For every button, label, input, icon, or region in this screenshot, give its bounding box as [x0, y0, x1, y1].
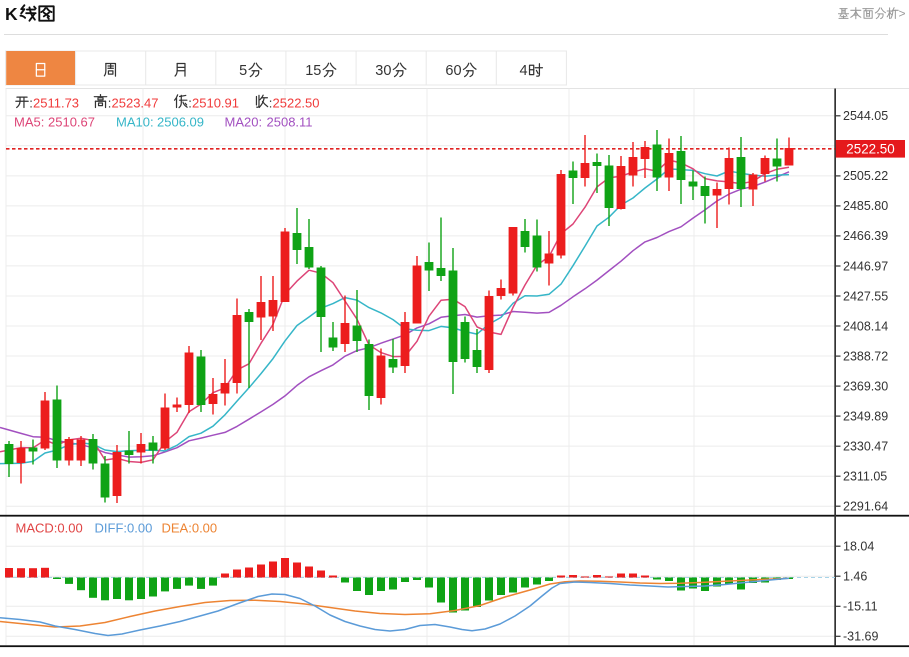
svg-text:2510.91: 2510.91 [192, 95, 239, 110]
svg-text:-15.11: -15.11 [843, 600, 878, 614]
svg-text:2408.14: 2408.14 [843, 319, 888, 333]
svg-text:2369.30: 2369.30 [843, 379, 888, 393]
svg-text:2466.39: 2466.39 [843, 229, 888, 243]
svg-text:5: 5 [239, 63, 247, 79]
svg-text:2485.80: 2485.80 [843, 199, 888, 213]
svg-text:1.46: 1.46 [843, 570, 867, 584]
svg-text::: : [269, 95, 273, 110]
svg-text:MA10: 2506.09: MA10: 2506.09 [116, 114, 204, 129]
svg-text:MA20: 2508.11: MA20: 2508.11 [225, 114, 313, 129]
svg-text:30: 30 [375, 63, 391, 79]
svg-text:K: K [5, 4, 18, 24]
svg-text:>: > [899, 7, 906, 21]
svg-text:2523.47: 2523.47 [112, 95, 159, 110]
svg-text:2349.89: 2349.89 [843, 409, 888, 423]
svg-text:DIFF:0.00: DIFF:0.00 [95, 521, 153, 536]
svg-text:DEA:0.00: DEA:0.00 [162, 521, 218, 536]
svg-text:2311.05: 2311.05 [843, 470, 887, 484]
svg-text:2505.22: 2505.22 [843, 169, 888, 183]
svg-text:4: 4 [520, 63, 528, 79]
svg-text:2522.50: 2522.50 [846, 141, 894, 156]
svg-text::: : [29, 95, 33, 110]
svg-text:2427.55: 2427.55 [843, 289, 888, 303]
svg-text:2544.05: 2544.05 [843, 109, 888, 123]
svg-text:2446.97: 2446.97 [843, 259, 888, 273]
svg-text::: : [108, 95, 112, 110]
svg-text:MA5: 2510.67: MA5: 2510.67 [14, 114, 95, 129]
svg-text:60: 60 [445, 63, 461, 79]
svg-text::: : [188, 95, 192, 110]
svg-text:2330.47: 2330.47 [843, 440, 888, 454]
svg-text:2388.72: 2388.72 [843, 349, 888, 363]
svg-text:2511.73: 2511.73 [33, 95, 79, 110]
svg-text:18.04: 18.04 [843, 540, 874, 554]
svg-text:15: 15 [305, 63, 321, 79]
svg-text:2291.64: 2291.64 [843, 500, 888, 514]
svg-text:-31.69: -31.69 [843, 630, 878, 644]
svg-text:2522.50: 2522.50 [273, 95, 320, 110]
svg-text:MACD:0.00: MACD:0.00 [16, 521, 83, 536]
